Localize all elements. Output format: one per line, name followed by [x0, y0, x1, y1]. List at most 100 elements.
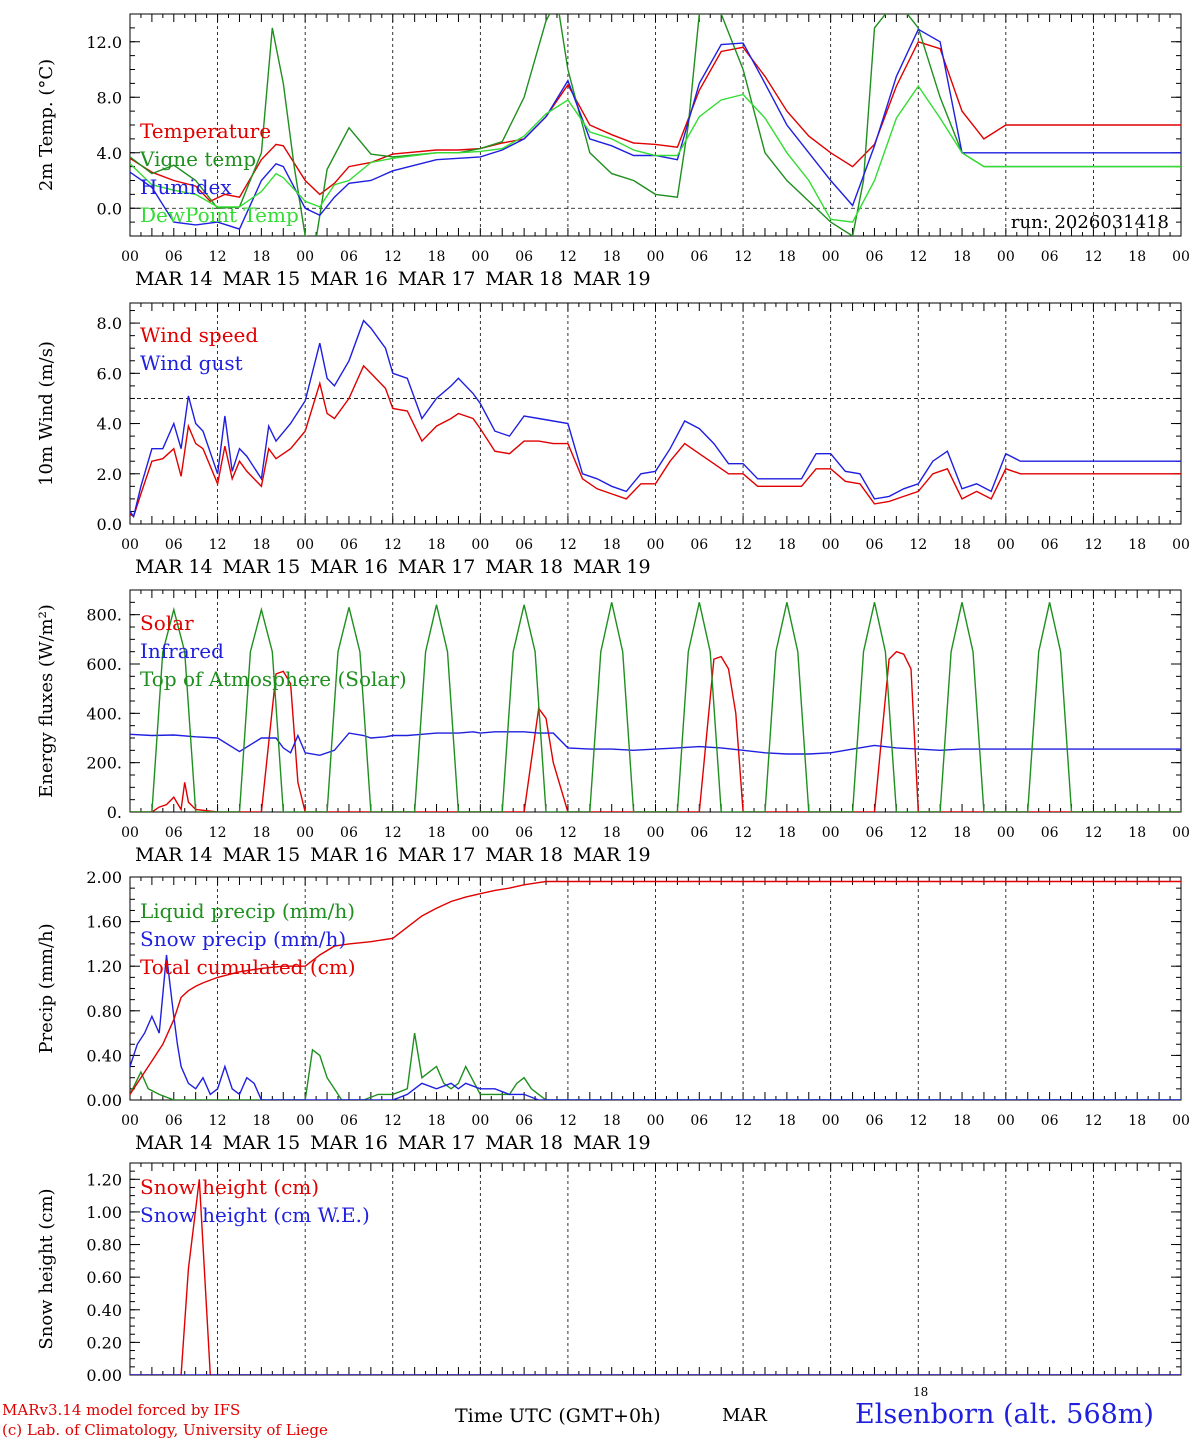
x-tick-label: 06 [1041, 1113, 1059, 1129]
x-tick-label: 06 [515, 1113, 533, 1129]
x-tick-label: 06 [515, 249, 533, 265]
x-tick-label: 00 [121, 537, 139, 553]
y-tick-label: 0.80 [86, 1002, 122, 1021]
day-label: MAR 19 [573, 556, 651, 578]
series-line-wind-gust [130, 319, 1181, 519]
x-tick-label: 06 [690, 249, 708, 265]
x-tick-label: 12 [909, 537, 927, 553]
y-axis-title: 2m Temp. (°C) [36, 59, 57, 191]
x-tick-label: 06 [515, 537, 533, 553]
x-tick-label: 12 [209, 825, 227, 841]
x-tick-label: 06 [690, 825, 708, 841]
day-label: MAR 14 [135, 268, 213, 290]
panel-precip: 0.00 0.40 0.80 1.20 1.60 2.00 Precip (mm/h) Liq… [36, 868, 1190, 1154]
x-tick-label: 18 [778, 825, 796, 841]
x-tick-label: 18 [252, 1113, 270, 1129]
y-tick-label: 0.0 [97, 515, 122, 534]
y-tick-label: 4.0 [97, 144, 122, 163]
x-tick-label: 06 [690, 1113, 708, 1129]
x-tick-label: 00 [471, 825, 489, 841]
x-tick-label: 18 [252, 825, 270, 841]
y-tick-label: 6.0 [97, 364, 122, 383]
x-tick-label: 18 [1128, 825, 1146, 841]
x-tick-label: 12 [559, 249, 577, 265]
y-tick-label: 0.40 [86, 1301, 122, 1320]
x-tick-label: 12 [1085, 825, 1103, 841]
day-label: MAR 14 [135, 1132, 213, 1154]
legend-entry: Snow height (cm) [140, 1175, 319, 1199]
panel-snow: 0.00 0.20 0.40 0.60 0.80 1.00 1.20 Snow height … [36, 1162, 1182, 1385]
x-tick-label: 18 [953, 249, 971, 265]
x-tick-label: 00 [647, 825, 665, 841]
x-tick-label: 12 [1085, 1113, 1103, 1129]
series-line-infrared [130, 731, 1181, 757]
y-tick-label: 8.0 [97, 314, 122, 333]
legend-entry: Temperature [140, 119, 271, 143]
panel-temperature: 0.0 4.0 8.0 12.0 2m Temp. (°C) Temperature Vig… [36, 13, 1190, 290]
legend-entry: Wind speed [140, 323, 258, 347]
x-tick-label: 00 [296, 1113, 314, 1129]
y-tick-label: 0.0 [97, 199, 122, 218]
day-label: MAR 17 [398, 268, 476, 290]
y-axis-title: Snow height (cm) [36, 1188, 57, 1349]
x-tick-label: 12 [384, 825, 402, 841]
series-line-wind-speed [130, 364, 1181, 518]
x-tick-label: 00 [1172, 249, 1190, 265]
x-tick-label: 00 [997, 249, 1015, 265]
day-label: MAR 18 [485, 1132, 563, 1154]
x-tick-label: 18 [1128, 249, 1146, 265]
y-tick-label: 0.40 [86, 1046, 122, 1065]
x-tick-label: 06 [866, 249, 884, 265]
legend-entry: Vigne temp [139, 147, 256, 171]
x-tick-label: 12 [1085, 249, 1103, 265]
x-tick-label: 12 [909, 1113, 927, 1129]
y-tick-label: 0.00 [86, 1091, 122, 1110]
legend-entry: Humidex [140, 175, 232, 199]
x-tick-label: 00 [997, 825, 1015, 841]
x-tick-label: 06 [866, 537, 884, 553]
x-tick-label: 12 [734, 537, 752, 553]
day-label: MAR 15 [223, 1132, 301, 1154]
x-tick-label: 06 [165, 537, 183, 553]
series-line-total-cumulated-cm [130, 880, 1181, 1095]
day-label: MAR 17 [398, 844, 476, 866]
day-label: MAR 19 [573, 268, 651, 290]
day-label: MAR 18 [485, 556, 563, 578]
x-tick-label: 00 [647, 249, 665, 265]
x-tick-label: 00 [1172, 1113, 1190, 1129]
x-axis-title: Time UTC (GMT+0h) [455, 1405, 661, 1427]
y-tick-label: 8.0 [97, 88, 122, 107]
x-tick-label: 00 [471, 249, 489, 265]
x-tick-label: 18 [603, 537, 621, 553]
x-tick-label: 00 [471, 537, 489, 553]
x-tick-label: 12 [559, 1113, 577, 1129]
legend-entry: Snow precip (mm/h) [140, 927, 346, 951]
x-tick-label: 18 [603, 1113, 621, 1129]
x-tick-label: 06 [1041, 249, 1059, 265]
x-tick-label: 06 [340, 537, 358, 553]
day-label: MAR 14 [135, 556, 213, 578]
x-tick-label: 00 [997, 537, 1015, 553]
meteogram: 0.0 4.0 8.0 12.0 2m Temp. (°C) Temperature Vig… [36, 13, 1190, 1385]
x-tick-label: 12 [1085, 537, 1103, 553]
y-tick-label: 1.20 [86, 957, 122, 976]
legend-entry: Wind gust [140, 351, 243, 375]
x-tick-label: 12 [209, 249, 227, 265]
y-tick-label: 0.80 [86, 1236, 122, 1255]
y-tick-label: 12.0 [86, 33, 122, 52]
run-annotation: run: 2026031418 [1011, 212, 1169, 233]
x-tick-label: 06 [866, 825, 884, 841]
x-tick-label: 12 [734, 825, 752, 841]
legend-entry: Snow height (cm W.E.) [140, 1203, 370, 1227]
day-label: MAR 18 [485, 268, 563, 290]
series-line-top-of-atmosphere-solar [130, 602, 1181, 812]
x-tick-label: 18 [252, 249, 270, 265]
x-tick-label: 06 [1041, 537, 1059, 553]
series-line-snow-height-cm [130, 1179, 1181, 1375]
x-tick-label: 00 [997, 1113, 1015, 1129]
x-tick-label: 18 [778, 249, 796, 265]
y-tick-label: 2.00 [86, 868, 122, 887]
day-label: MAR 17 [398, 556, 476, 578]
lab-credit: (c) Lab. of Climatology, University of L… [2, 1421, 328, 1439]
x-tick-label: 18 [428, 825, 446, 841]
